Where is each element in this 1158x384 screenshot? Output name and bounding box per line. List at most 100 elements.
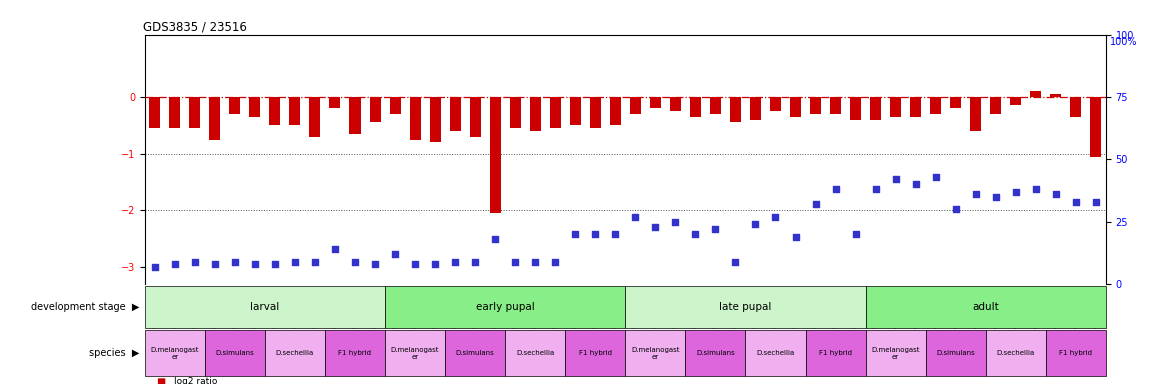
Bar xyxy=(229,97,241,114)
Point xyxy=(566,231,585,237)
Point xyxy=(325,246,344,252)
Point xyxy=(967,191,985,197)
Text: D.melanogast
er: D.melanogast er xyxy=(390,347,439,360)
Text: D.sechellia: D.sechellia xyxy=(276,350,314,356)
Point xyxy=(506,259,525,265)
Point xyxy=(146,263,164,270)
Text: F1 hybrid: F1 hybrid xyxy=(579,350,611,356)
Bar xyxy=(430,97,440,142)
Bar xyxy=(690,97,701,117)
Text: D.simulans: D.simulans xyxy=(456,350,494,356)
Bar xyxy=(449,97,461,131)
Bar xyxy=(970,97,981,131)
Bar xyxy=(330,97,340,108)
Text: D.simulans: D.simulans xyxy=(696,350,735,356)
Text: F1 hybrid: F1 hybrid xyxy=(819,350,852,356)
Point xyxy=(286,259,305,265)
Bar xyxy=(369,97,381,122)
Point xyxy=(526,259,544,265)
Bar xyxy=(529,97,541,131)
Bar xyxy=(169,97,181,128)
Bar xyxy=(410,97,420,139)
Text: GDS3835 / 23516: GDS3835 / 23516 xyxy=(142,20,247,33)
Point xyxy=(586,231,604,237)
Bar xyxy=(350,97,360,134)
Bar xyxy=(490,97,500,213)
Bar xyxy=(930,97,941,114)
Bar xyxy=(806,330,865,376)
Point xyxy=(1006,189,1025,195)
Bar xyxy=(149,97,160,128)
Point xyxy=(185,259,204,265)
Bar xyxy=(470,97,481,137)
Bar xyxy=(951,97,961,108)
Bar xyxy=(1091,97,1101,157)
Bar xyxy=(910,97,921,117)
Bar xyxy=(990,97,1002,114)
Point xyxy=(946,206,965,212)
Point xyxy=(666,219,684,225)
Bar xyxy=(290,97,300,125)
Point xyxy=(907,181,925,187)
Bar xyxy=(205,330,265,376)
Point xyxy=(426,261,445,267)
Point xyxy=(987,194,1005,200)
Bar xyxy=(865,330,925,376)
Text: F1 hybrid: F1 hybrid xyxy=(1060,350,1092,356)
Point xyxy=(545,259,564,265)
Text: D.melanogast
er: D.melanogast er xyxy=(871,347,919,360)
Text: F1 hybrid: F1 hybrid xyxy=(338,350,372,356)
Bar xyxy=(445,330,505,376)
Bar xyxy=(249,97,261,117)
Point xyxy=(405,261,424,267)
Bar xyxy=(145,330,205,376)
Bar xyxy=(189,97,200,128)
Point xyxy=(726,259,745,265)
Point xyxy=(346,259,365,265)
Bar xyxy=(850,97,862,120)
Point xyxy=(706,226,725,232)
Point xyxy=(366,261,384,267)
Text: log2 ratio: log2 ratio xyxy=(174,377,217,384)
Bar xyxy=(1050,94,1062,97)
Point xyxy=(446,259,464,265)
Point xyxy=(1067,199,1085,205)
Bar xyxy=(625,330,686,376)
Bar xyxy=(505,330,565,376)
Bar xyxy=(730,97,741,122)
Point xyxy=(1026,186,1045,192)
Bar xyxy=(870,97,881,120)
Bar xyxy=(550,97,560,128)
Bar xyxy=(384,330,445,376)
Text: D.sechellia: D.sechellia xyxy=(516,350,555,356)
Bar xyxy=(625,286,865,328)
Point xyxy=(926,174,945,180)
Bar xyxy=(865,286,1106,328)
Bar xyxy=(570,97,581,125)
Point xyxy=(486,236,505,242)
Bar xyxy=(770,97,780,111)
Text: D.sechellia: D.sechellia xyxy=(756,350,794,356)
Point xyxy=(646,223,665,230)
Bar xyxy=(145,286,384,328)
Bar xyxy=(630,97,640,114)
Point xyxy=(386,251,404,257)
Point xyxy=(1086,199,1105,205)
Bar xyxy=(686,330,746,376)
Text: late pupal: late pupal xyxy=(719,302,771,312)
Point xyxy=(866,186,885,192)
Text: 100%: 100% xyxy=(1111,37,1137,47)
Point xyxy=(606,231,624,237)
Bar xyxy=(650,97,661,108)
Point xyxy=(226,259,244,265)
Bar xyxy=(1070,97,1082,117)
Point xyxy=(306,259,324,265)
Point xyxy=(767,214,785,220)
Bar xyxy=(270,97,280,125)
Point xyxy=(466,259,484,265)
Point xyxy=(626,214,645,220)
Text: species  ▶: species ▶ xyxy=(88,348,139,358)
Bar xyxy=(389,97,401,114)
Bar xyxy=(265,330,325,376)
Text: D.simulans: D.simulans xyxy=(215,350,255,356)
